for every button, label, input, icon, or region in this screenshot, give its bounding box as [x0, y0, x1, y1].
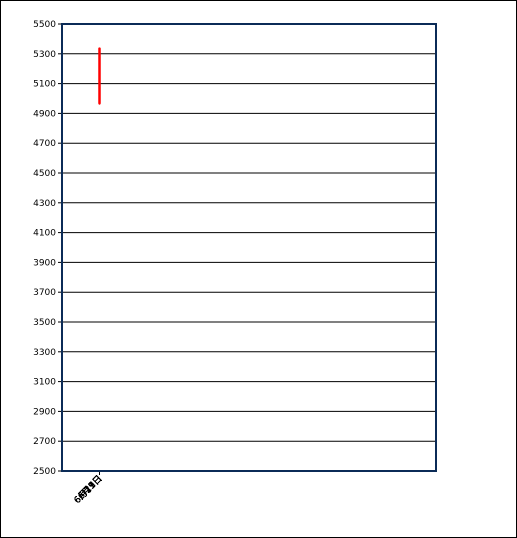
data-point — [98, 59, 101, 62]
plot-area — [61, 23, 437, 472]
data-point — [98, 102, 101, 105]
data-point — [98, 90, 101, 93]
y-tick-label: 4500 — [33, 169, 56, 179]
y-tick-label: 5500 — [33, 20, 56, 30]
y-tick-label: 2900 — [33, 407, 56, 417]
data-point — [98, 65, 101, 68]
y-tick-label: 3100 — [33, 378, 56, 388]
y-tick-label: 3900 — [33, 258, 56, 268]
data-point — [98, 87, 101, 90]
data-point — [98, 94, 101, 97]
y-tick-label: 5100 — [33, 80, 56, 90]
x-tick-label: 6月29日 — [72, 473, 105, 506]
y-tick-label: 2700 — [33, 437, 56, 447]
data-point — [98, 84, 101, 87]
y-tick-label: 4100 — [33, 229, 56, 239]
data-point — [98, 81, 101, 84]
data-series — [98, 47, 101, 105]
y-tick-label: 2500 — [33, 467, 56, 477]
y-tick-label: 3700 — [33, 288, 56, 298]
data-point — [98, 52, 101, 55]
data-point — [98, 56, 101, 59]
y-axis-tick-labels: 2500 2700 2900 3100 3300 3500 3700 3900 4100 4300… — [33, 20, 56, 477]
data-point — [98, 93, 101, 96]
y-tick-label: 4900 — [33, 109, 56, 119]
x-axis-tick-labels: 6月1日6月3日6月5日6月7日6月9日6月11日6月13日6月15日6月17日… — [72, 471, 105, 506]
y-tick-label: 4300 — [33, 199, 56, 209]
y-tick-label: 3500 — [33, 318, 56, 328]
data-point — [98, 62, 101, 65]
data-point — [98, 51, 101, 54]
y-tick-label: 5300 — [33, 50, 56, 60]
y-tick-label: 3300 — [33, 348, 56, 358]
data-point — [98, 78, 101, 81]
data-point — [98, 47, 101, 50]
grid-lines — [58, 23, 436, 472]
y-tick-label: 4700 — [33, 139, 56, 149]
